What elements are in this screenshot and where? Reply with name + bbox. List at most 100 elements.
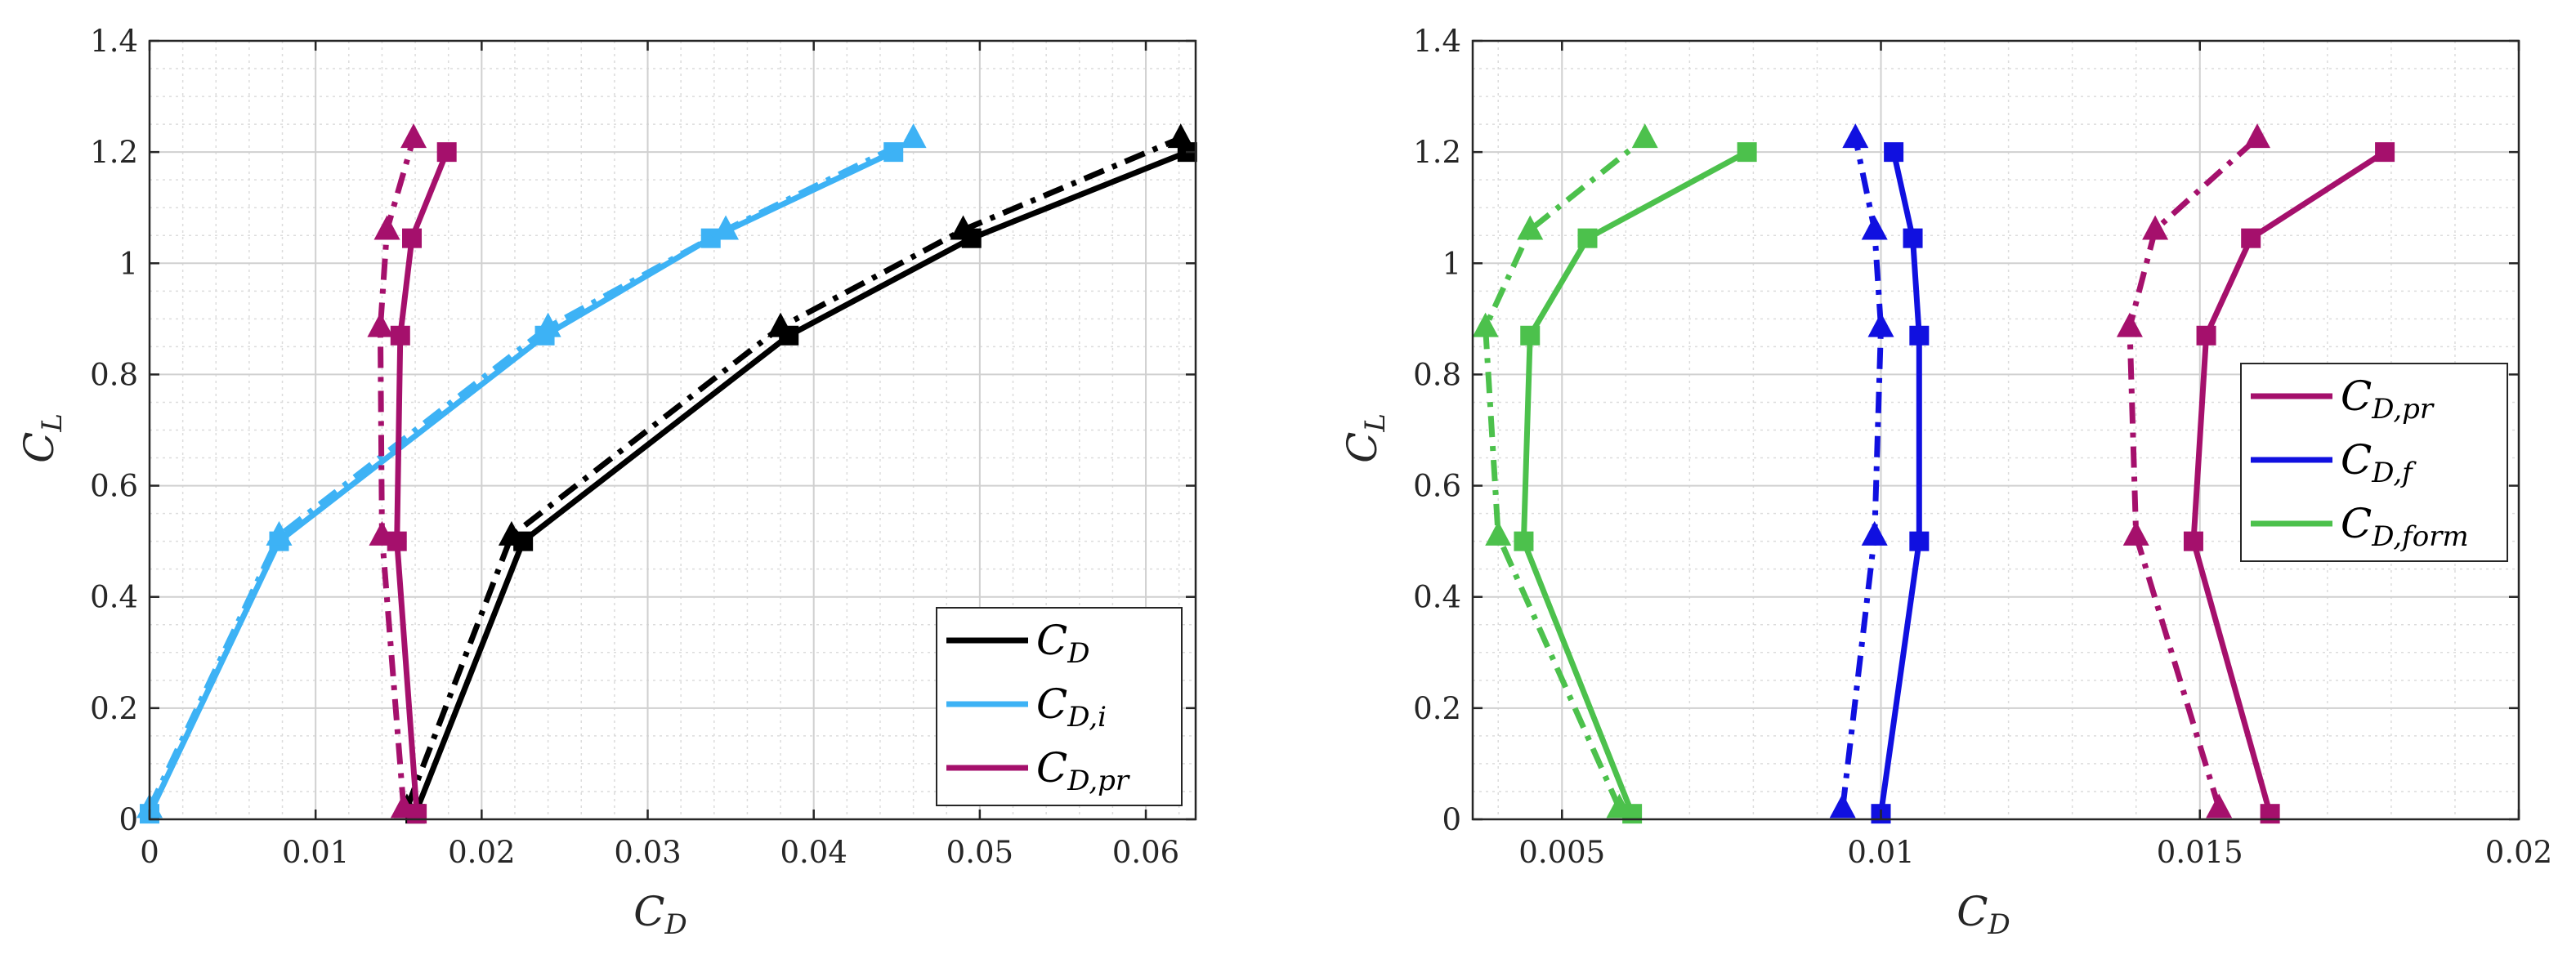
- data-point: [900, 123, 927, 149]
- data-point: [2375, 142, 2395, 163]
- data-point: [1867, 312, 1894, 337]
- data-point: [1514, 531, 1534, 551]
- x-tick-label: 0.03: [614, 835, 681, 870]
- data-point: [402, 228, 423, 248]
- legend-label-main: C: [1036, 617, 1067, 664]
- legend-label: CD,pr: [1036, 744, 1130, 797]
- series-c-d-form: [1514, 142, 1757, 824]
- data-point: [2244, 123, 2270, 149]
- legend-label-main: C: [2341, 372, 2372, 420]
- data-point: [2260, 804, 2280, 824]
- data-point: [436, 142, 457, 163]
- legend-label-main: C: [2341, 500, 2372, 547]
- y-axis-title-sub: L: [1359, 413, 1392, 433]
- legend-label-sub: D,f: [2371, 457, 2417, 489]
- y-axis-title-sub: L: [36, 413, 69, 433]
- y-axis-title: CL: [16, 413, 69, 463]
- y-tick-label: 0.4: [90, 580, 138, 615]
- x-axis-title-main: C: [1957, 888, 1988, 935]
- data-point: [2122, 520, 2149, 546]
- legend-item: CD,pr: [946, 744, 1130, 797]
- legend-item: CD,form: [2251, 500, 2469, 553]
- data-point: [1903, 228, 1923, 248]
- data-point: [2183, 531, 2203, 551]
- y-axis-title: CL: [1339, 413, 1392, 463]
- data-point: [1909, 531, 1930, 551]
- y-tick-label: 0: [119, 802, 138, 837]
- x-axis-title: CD: [633, 888, 687, 941]
- data-point: [2116, 312, 2143, 337]
- y-axis-title-main: C: [1339, 432, 1386, 463]
- y-tick-label: 1.4: [90, 24, 138, 59]
- axes-box: [1471, 39, 2520, 821]
- series-c-d-form-triangle-: [1472, 123, 1658, 818]
- y-axis-title-main: C: [16, 432, 63, 463]
- ticks: [148, 39, 1196, 821]
- legend-label: CD: [1036, 617, 1090, 670]
- data-point: [390, 793, 417, 818]
- axes-box: [148, 39, 1197, 821]
- data-point: [1861, 215, 1888, 240]
- x-tick-label: 0.02: [2485, 835, 2552, 870]
- y-tick-label: 0.8: [90, 357, 138, 392]
- x-tick-label: 0.015: [2157, 835, 2243, 870]
- y-tick-label: 0.2: [1413, 691, 1461, 726]
- series-line: [1840, 137, 1884, 809]
- y-tick-label: 0.2: [90, 691, 138, 726]
- data-point: [2241, 228, 2261, 248]
- data-point: [1517, 215, 1544, 240]
- data-point: [950, 215, 977, 240]
- legend-label: CD,i: [1036, 680, 1107, 734]
- data-point: [1631, 123, 1658, 149]
- legend-item: CD,f: [2251, 436, 2417, 489]
- y-tick-label: 0.6: [1413, 469, 1461, 504]
- data-point: [767, 312, 794, 337]
- chart-2: 00.20.40.60.811.21.40.005 0.01 0.015 0.02CD…: [1339, 24, 2552, 941]
- series-c-d-pr-triangle-: [367, 123, 427, 818]
- legend-label: CD,pr: [2341, 372, 2435, 426]
- legend-label-main: C: [1036, 744, 1067, 792]
- minor-grid: [1473, 41, 2519, 819]
- data-point: [373, 215, 400, 240]
- legend-label-main: C: [2341, 436, 2372, 484]
- x-tick-label: 0.01: [282, 835, 349, 870]
- data-point: [1842, 123, 1869, 149]
- x-axis-title-sub: D: [1988, 908, 2010, 941]
- legend-label-main: C: [1036, 680, 1067, 728]
- x-tick-label: 0.02: [448, 835, 515, 870]
- y-tick-label: 1: [119, 246, 138, 281]
- y-tick-label: 1.4: [1413, 24, 1461, 59]
- x-tick-label: 0.005: [1518, 835, 1605, 870]
- data-point: [1577, 228, 1598, 248]
- y-tick-label: 1: [1442, 246, 1461, 281]
- data-point: [1909, 325, 1930, 346]
- series-c-d-f-triangle-: [1829, 123, 1894, 818]
- data-point: [1167, 123, 1194, 149]
- data-point: [1861, 520, 1888, 546]
- data-point: [1485, 520, 1512, 546]
- data-point: [1606, 793, 1633, 818]
- x-tick-label: 0: [140, 835, 159, 870]
- legend-item: CD: [946, 617, 1090, 670]
- series-line: [146, 135, 915, 810]
- x-axis-title-sub: D: [664, 908, 687, 941]
- x-tick-label: 0.01: [1847, 835, 1914, 870]
- y-tick-label: 0.6: [90, 469, 138, 504]
- legend-label: CD,form: [2341, 500, 2469, 553]
- legend-label-sub: D,pr: [1067, 765, 1130, 797]
- data-point: [2196, 325, 2216, 346]
- data-point: [266, 520, 293, 546]
- y-tick-label: 0: [1442, 802, 1461, 837]
- legend-label-sub: D,form: [2371, 520, 2468, 553]
- y-tick-label: 1.2: [1413, 135, 1461, 170]
- y-tick-label: 1.2: [90, 135, 138, 170]
- legend-label-sub: D,i: [1067, 701, 1107, 734]
- series-line: [1483, 136, 1647, 810]
- data-point: [713, 215, 740, 240]
- legend-label: CD,f: [2341, 436, 2417, 489]
- data-point: [1737, 142, 1757, 163]
- data-point: [367, 312, 394, 337]
- data-point: [1829, 793, 1856, 818]
